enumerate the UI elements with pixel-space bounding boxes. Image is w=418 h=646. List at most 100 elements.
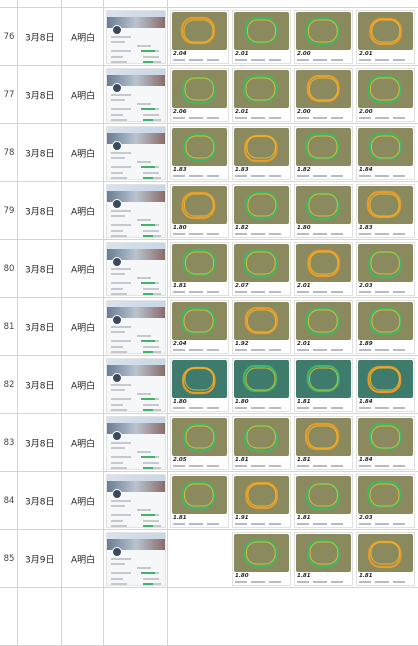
row-number[interactable]: 81: [0, 298, 18, 356]
row-number[interactable]: 78: [0, 124, 18, 182]
name-cell[interactable]: A明白: [62, 356, 104, 414]
route-map-thumbnail[interactable]: 1.82: [232, 184, 291, 238]
cell-maps[interactable]: [168, 588, 418, 646]
route-map-thumbnail[interactable]: 2.00: [294, 68, 353, 122]
route-map-thumbnail[interactable]: 1.84: [356, 358, 415, 412]
app-summary-screenshot[interactable]: [106, 300, 166, 354]
date-cell[interactable]: 3月9日: [18, 530, 62, 588]
route-map-thumbnail[interactable]: 1.83: [232, 126, 291, 180]
route-maps-cell[interactable]: 1.81 2.07 2.01 2.03: [168, 240, 418, 298]
route-map-thumbnail[interactable]: 2.03: [356, 242, 415, 296]
row-number[interactable]: 82: [0, 356, 18, 414]
screenshot-cell[interactable]: [104, 414, 168, 472]
app-summary-screenshot[interactable]: [106, 68, 166, 122]
route-maps-cell[interactable]: 2.04 2.01 2.00 2.01: [168, 8, 418, 66]
app-summary-screenshot[interactable]: [106, 184, 166, 238]
row-number[interactable]: 80: [0, 240, 18, 298]
route-map-thumbnail[interactable]: 1.80: [232, 358, 291, 412]
route-map-thumbnail[interactable]: 1.92: [232, 300, 291, 354]
route-maps-cell[interactable]: 1.81 1.91 1.81 2.03: [168, 472, 418, 530]
route-map-thumbnail[interactable]: 1.82: [294, 126, 353, 180]
date-cell[interactable]: 3月8日: [18, 240, 62, 298]
screenshot-cell[interactable]: [104, 298, 168, 356]
row-number[interactable]: 83: [0, 414, 18, 472]
date-cell[interactable]: 3月8日: [18, 66, 62, 124]
route-map-thumbnail[interactable]: 2.01: [356, 10, 415, 64]
name-cell[interactable]: A明白: [62, 182, 104, 240]
route-map-thumbnail[interactable]: 1.81: [170, 242, 229, 296]
route-maps-cell[interactable]: 1.80 1.82 1.80 1.83: [168, 182, 418, 240]
route-maps-cell[interactable]: 2.06 2.01 2.00 2.00: [168, 66, 418, 124]
route-map-thumbnail[interactable]: 2.07: [232, 242, 291, 296]
route-map-thumbnail[interactable]: 1.81: [294, 474, 353, 528]
name-cell[interactable]: A明白: [62, 530, 104, 588]
screenshot-cell[interactable]: [104, 8, 168, 66]
route-map-thumbnail[interactable]: 2.03: [356, 474, 415, 528]
screenshot-cell[interactable]: [104, 66, 168, 124]
cell-name[interactable]: [62, 0, 104, 8]
route-map-thumbnail[interactable]: 2.06: [170, 68, 229, 122]
route-map-thumbnail[interactable]: 2.04: [170, 10, 229, 64]
screenshot-cell[interactable]: [104, 124, 168, 182]
route-map-thumbnail[interactable]: 1.80: [170, 184, 229, 238]
date-cell[interactable]: 3月8日: [18, 472, 62, 530]
route-map-thumbnail[interactable]: 2.04: [170, 300, 229, 354]
app-summary-screenshot[interactable]: [106, 474, 166, 528]
route-map-thumbnail[interactable]: 1.89: [356, 300, 415, 354]
app-summary-screenshot[interactable]: [106, 416, 166, 470]
route-map-thumbnail[interactable]: 1.83: [170, 126, 229, 180]
route-map-thumbnail[interactable]: 1.91: [232, 474, 291, 528]
name-cell[interactable]: A明白: [62, 8, 104, 66]
screenshot-cell[interactable]: [104, 530, 168, 588]
app-summary-screenshot[interactable]: [106, 532, 166, 586]
route-maps-cell[interactable]: 2.05 1.81 1.81 1.84: [168, 414, 418, 472]
date-cell[interactable]: 3月8日: [18, 298, 62, 356]
cell-date[interactable]: [18, 0, 62, 8]
route-map-thumbnail[interactable]: 2.00: [294, 10, 353, 64]
cell-num[interactable]: [0, 588, 18, 646]
row-number[interactable]: 85: [0, 530, 18, 588]
route-map-thumbnail[interactable]: 2.01: [294, 300, 353, 354]
date-cell[interactable]: 3月8日: [18, 414, 62, 472]
route-map-thumbnail[interactable]: 1.81: [294, 358, 353, 412]
row-number[interactable]: 84: [0, 472, 18, 530]
route-map-thumbnail[interactable]: 1.81: [356, 532, 415, 586]
name-cell[interactable]: A明白: [62, 66, 104, 124]
cell-maps[interactable]: [168, 0, 418, 8]
name-cell[interactable]: A明白: [62, 240, 104, 298]
date-cell[interactable]: 3月8日: [18, 182, 62, 240]
date-cell[interactable]: 3月8日: [18, 124, 62, 182]
date-cell[interactable]: 3月8日: [18, 356, 62, 414]
route-maps-cell[interactable]: 1.80 1.81 1.81: [168, 530, 418, 588]
app-summary-screenshot[interactable]: [106, 126, 166, 180]
cell-date[interactable]: [18, 588, 62, 646]
app-summary-screenshot[interactable]: [106, 242, 166, 296]
app-summary-screenshot[interactable]: [106, 358, 166, 412]
screenshot-cell[interactable]: [104, 240, 168, 298]
cell-num[interactable]: [0, 0, 18, 8]
route-maps-cell[interactable]: 2.04 1.92 2.01 1.89: [168, 298, 418, 356]
row-number[interactable]: 77: [0, 66, 18, 124]
name-cell[interactable]: A明白: [62, 124, 104, 182]
screenshot-cell[interactable]: [104, 472, 168, 530]
route-map-thumbnail[interactable]: 1.81: [294, 416, 353, 470]
screenshot-cell[interactable]: [104, 356, 168, 414]
route-map-thumbnail[interactable]: 1.80: [294, 184, 353, 238]
route-map-thumbnail[interactable]: 1.80: [170, 358, 229, 412]
row-number[interactable]: 79: [0, 182, 18, 240]
name-cell[interactable]: A明白: [62, 414, 104, 472]
date-cell[interactable]: 3月8日: [18, 8, 62, 66]
route-map-thumbnail[interactable]: 2.01: [294, 242, 353, 296]
name-cell[interactable]: A明白: [62, 472, 104, 530]
route-map-thumbnail[interactable]: 2.01: [232, 68, 291, 122]
app-summary-screenshot[interactable]: [106, 10, 166, 64]
screenshot-cell[interactable]: [104, 182, 168, 240]
cell-name[interactable]: [62, 588, 104, 646]
route-map-thumbnail[interactable]: 1.81: [232, 416, 291, 470]
cell-img[interactable]: [104, 0, 168, 8]
route-map-thumbnail[interactable]: 1.81: [294, 532, 353, 586]
route-map-thumbnail[interactable]: 1.80: [232, 532, 291, 586]
route-map-thumbnail[interactable]: 2.05: [170, 416, 229, 470]
route-map-thumbnail[interactable]: 1.84: [356, 416, 415, 470]
route-map-thumbnail[interactable]: 1.81: [170, 474, 229, 528]
